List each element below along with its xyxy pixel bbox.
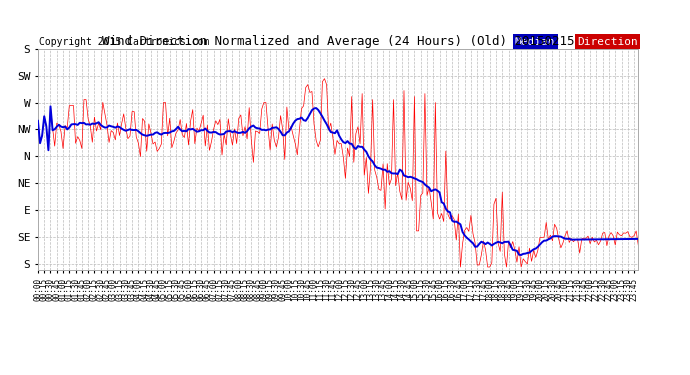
Text: Copyright 2015 Cartronics.com: Copyright 2015 Cartronics.com: [39, 36, 209, 46]
Title: Wind Direction Normalized and Average (24 Hours) (Old) 20150215: Wind Direction Normalized and Average (2…: [102, 34, 574, 48]
Text: Direction: Direction: [577, 37, 638, 46]
Text: Median: Median: [515, 37, 555, 46]
